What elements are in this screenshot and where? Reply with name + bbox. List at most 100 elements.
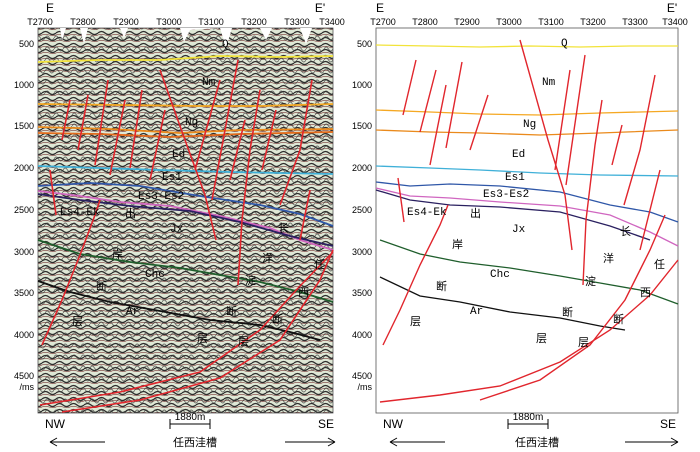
left-arrow-east [285, 437, 336, 447]
fault-name-char: 长 [620, 225, 631, 238]
fault-main-ren-xi [379, 259, 679, 403]
right-x-tick: T2700 [370, 17, 396, 27]
fault-name-char: 层 [536, 332, 547, 345]
horizon-es1 [37, 165, 334, 175]
horizon-es3es2 [375, 181, 679, 223]
fault-name-char: 出 [470, 206, 481, 220]
fault-name-char: 层 [72, 315, 83, 328]
right-y-tick: 4500 [352, 371, 372, 381]
fault-main-chu-an [382, 204, 449, 346]
left-nw-label: NW [45, 417, 66, 431]
fault-name-char: 任 [314, 258, 325, 271]
left-arrow-west [49, 437, 105, 447]
fault [149, 109, 166, 181]
left-x-tick: T2900 [113, 17, 139, 27]
horizon-chc [379, 239, 679, 305]
unit-label: Ar [470, 306, 483, 318]
unit-label: Ng [185, 117, 198, 129]
left-y-tick: 4000 [14, 330, 34, 340]
horizon-ar [379, 276, 626, 331]
fault-name-char: 层 [410, 315, 421, 328]
right-y-tick-labels: 500 1000 1500 2000 2500 3000 3500 4000 4… [352, 39, 373, 392]
unit-label: Ed [172, 149, 185, 161]
unit-label: Q [561, 38, 568, 50]
left-y-tick: 500 [19, 39, 34, 49]
fault-name-char: 洋 [603, 251, 614, 265]
left-seismic-top-edge [38, 28, 333, 48]
right-panel: E E' T2700 T2800 T2900 T3000 T3100 T3200… [352, 1, 688, 449]
fault-main-chang-yang [61, 249, 334, 413]
left-y-tick-labels: 500 1000 1500 2000 2500 3000 3500 4000 4… [14, 39, 35, 392]
fault-main-chu-an [41, 199, 101, 346]
fault-main-chang-yang [479, 214, 666, 401]
left-panel: E E' T2700 T2800 T2900 T3000 T3100 T3200… [14, 1, 345, 449]
unit-label: Es1 [162, 172, 182, 184]
unit-label: Nm [542, 77, 556, 89]
horizon-es1 [375, 165, 679, 177]
right-x-tick: T3200 [580, 17, 606, 27]
left-y-unit: /ms [20, 382, 35, 392]
unit-label: Q [222, 39, 229, 51]
right-x-tick: T2800 [412, 17, 438, 27]
right-x-tick: T2900 [454, 17, 480, 27]
left-x-tick: T3400 [319, 17, 345, 27]
right-x-tick: T3100 [538, 17, 564, 27]
left-y-tick: 1500 [14, 121, 34, 131]
fault [445, 61, 463, 149]
fault-name-char: 断 [96, 279, 107, 293]
right-caption: 任西洼槽 [515, 435, 559, 449]
unit-label: Es1 [505, 172, 525, 184]
fault [77, 94, 89, 151]
left-horizons [37, 55, 334, 341]
right-scale-label: 1880m [513, 412, 544, 423]
left-y-tick: 2000 [14, 163, 34, 173]
fault-main-ren-xi [39, 251, 334, 406]
horizon-jx [37, 193, 334, 247]
fault [582, 99, 603, 286]
right-arrow-east [625, 437, 679, 447]
unit-label: Es3-Es2 [138, 191, 184, 203]
fault-name-char: 断 [272, 312, 283, 326]
fault [402, 59, 417, 116]
unit-label: Chc [145, 269, 165, 281]
right-y-tick: 1000 [352, 80, 372, 90]
left-x-tick: T3100 [198, 17, 224, 27]
unit-label: Es4-Ek [60, 207, 100, 219]
left-x-tick-labels: T2700 T2800 T2900 T3000 T3100 T3200 T330… [27, 17, 345, 27]
left-y-tick: 1000 [14, 80, 34, 90]
fault-name-char: 层 [578, 336, 589, 349]
horizon-es4ek [375, 187, 679, 247]
right-faults [379, 39, 679, 403]
unit-label: Chc [490, 269, 510, 281]
left-y-tick: 4500 [14, 371, 34, 381]
fault-name-char: 西 [640, 287, 651, 299]
fault-name-char: 岸 [112, 248, 123, 261]
right-scale-bar: 1880m [507, 412, 549, 429]
horizon-ng [375, 129, 679, 136]
fault [554, 69, 571, 171]
left-end-label-e: E [46, 1, 54, 15]
left-unit-labels: Q Nm Ng Ed Es1 Es3-Es2 Es4-Ek Jx Chc Ar … [60, 39, 325, 348]
horizon-q [375, 44, 678, 48]
horizon-chc [37, 239, 334, 303]
left-se-label: SE [318, 417, 334, 431]
left-caption: 任西洼槽 [173, 435, 217, 449]
right-y-tick: 2000 [352, 163, 372, 173]
fault-name-char: 岸 [452, 238, 463, 251]
right-y-tick: 500 [357, 39, 372, 49]
right-nw-label: NW [383, 417, 404, 431]
right-se-label: SE [660, 417, 676, 431]
fault-name-char: 断 [436, 279, 447, 293]
fault-name-char: 长 [278, 222, 289, 235]
fault [519, 39, 573, 251]
unit-label: Jx [512, 224, 526, 236]
right-x-tick-labels: T2700 T2800 T2900 T3000 T3100 T3200 T330… [370, 17, 688, 27]
right-x-tick: T3000 [496, 17, 522, 27]
right-interpretation-frame [375, 27, 679, 414]
fault [279, 79, 313, 206]
fault [49, 169, 57, 216]
horizon-jx [375, 189, 651, 241]
fault-name-char: 出 [125, 206, 136, 220]
right-y-tick: 2500 [352, 205, 372, 215]
fault [109, 99, 126, 176]
